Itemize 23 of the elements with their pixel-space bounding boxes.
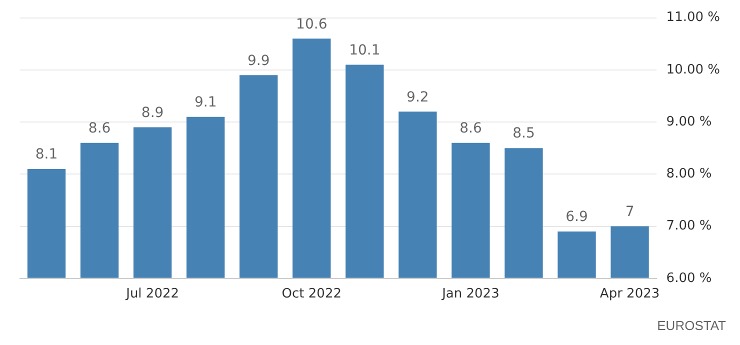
- y-tick-label: 8.00 %: [666, 166, 712, 182]
- x-tick-label: Apr 2023: [600, 286, 660, 302]
- x-tick-label: Oct 2022: [282, 286, 342, 302]
- data-label: 8.9: [141, 104, 164, 121]
- data-label: 9.9: [247, 52, 270, 69]
- data-label: 8.6: [88, 120, 111, 137]
- data-label: 8.6: [460, 120, 482, 137]
- y-tick-label: 6.00 %: [666, 270, 712, 286]
- data-label: 10.1: [349, 42, 380, 58]
- text: EUROSTAT: [657, 318, 726, 333]
- x-tick-label: Jul 2022: [125, 286, 180, 302]
- data-label: 8.1: [35, 146, 58, 163]
- data-label: 9.2: [406, 89, 429, 106]
- data-label: 7: [625, 204, 634, 220]
- y-tick-label: 11.00 %: [666, 10, 720, 26]
- x-tick-label: Jan 2023: [441, 286, 500, 302]
- data-label: 9.1: [194, 94, 217, 110]
- data-label: 10.6: [296, 16, 328, 32]
- y-tick-label: 9.00 %: [666, 114, 712, 130]
- data-label: 6.9: [566, 209, 588, 226]
- y-tick-label: 7.00 %: [666, 218, 712, 234]
- y-tick-label: 10.00 %: [666, 62, 720, 78]
- data-label: 8.5: [512, 126, 535, 142]
